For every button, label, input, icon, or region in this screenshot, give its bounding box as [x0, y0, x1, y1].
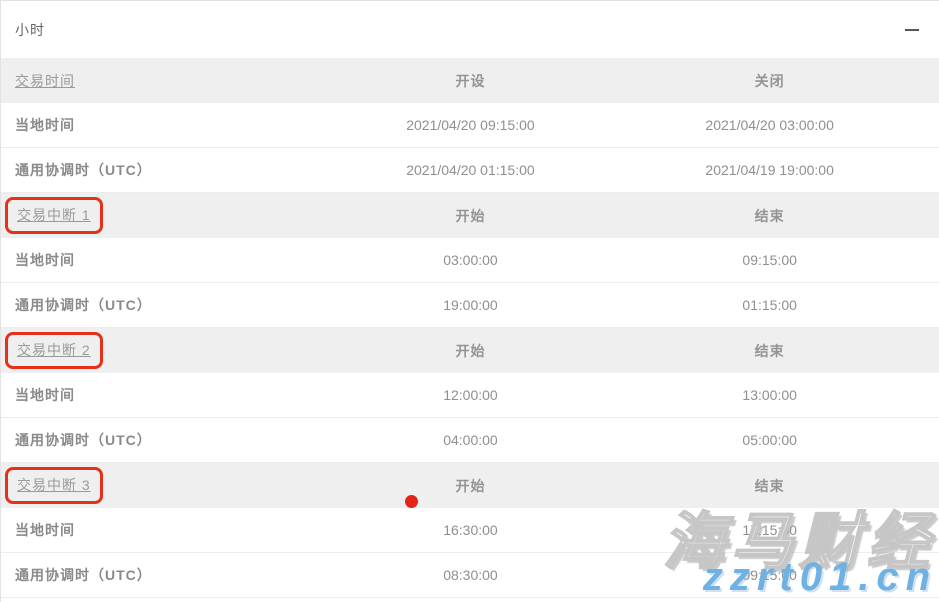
end-time: 01:15:00 [742, 297, 797, 313]
row-label: 当地时间 [15, 252, 75, 268]
open-time: 2021/04/20 09:15:00 [406, 117, 535, 133]
annotation-red-dot [405, 495, 418, 508]
table-row: 当地时间 03:00:00 09:15:00 [1, 238, 939, 283]
column-header-start: 开始 [455, 342, 486, 359]
table-row: 通用协调时（UTC） 04:00:00 05:00:00 [1, 418, 939, 463]
end-time: 17:15:00 [742, 522, 797, 538]
table-row: 当地时间 12:00:00 13:00:00 [1, 373, 939, 418]
annotation-highlight-box: 交易中断 1 [5, 197, 103, 234]
table-row: 当地时间 16:30:00 17:15:00 [1, 508, 939, 553]
row-label: 通用协调时（UTC） [15, 432, 152, 448]
section-header-trading-time: 交易时间 开设 关闭 [1, 58, 939, 103]
start-time: 04:00:00 [443, 432, 498, 448]
annotation-highlight-box: 交易中断 2 [5, 332, 103, 369]
start-time: 08:30:00 [443, 567, 498, 583]
section-header-break-1: 交易中断 1 开始 结束 [1, 193, 939, 238]
open-time: 2021/04/20 01:15:00 [406, 162, 535, 178]
column-header-end: 结束 [754, 477, 785, 494]
minus-icon [905, 28, 919, 31]
row-label: 当地时间 [15, 387, 75, 403]
column-header-start: 开始 [455, 207, 486, 224]
collapse-button[interactable] [901, 19, 923, 41]
break-2-link[interactable]: 交易中断 2 [17, 342, 91, 358]
section-header-break-2: 交易中断 2 开始 结束 [1, 328, 939, 373]
end-time: 05:00:00 [742, 432, 797, 448]
close-time: 2021/04/19 19:00:00 [705, 162, 834, 178]
start-time: 12:00:00 [443, 387, 498, 403]
start-time: 03:00:00 [443, 252, 498, 268]
table-row: 通用协调时（UTC） 2021/04/20 01:15:00 2021/04/1… [1, 148, 939, 193]
end-time: 13:00:00 [742, 387, 797, 403]
break-3-link[interactable]: 交易中断 3 [17, 477, 91, 493]
start-time: 16:30:00 [443, 522, 498, 538]
end-time: 09:15:00 [742, 567, 797, 583]
column-header-open: 开设 [455, 72, 486, 89]
table-row: 通用协调时（UTC） 08:30:00 09:15:00 [1, 553, 939, 598]
column-header-end: 结束 [754, 207, 785, 224]
section-header-break-3: 交易中断 3 开始 结束 [1, 463, 939, 508]
table-row: 当地时间 2021/04/20 09:15:00 2021/04/20 03:0… [1, 103, 939, 148]
break-1-link[interactable]: 交易中断 1 [17, 207, 91, 223]
row-label: 通用协调时（UTC） [15, 162, 152, 178]
close-time: 2021/04/20 03:00:00 [705, 117, 834, 133]
column-header-end: 结束 [754, 342, 785, 359]
row-label: 通用协调时（UTC） [15, 567, 152, 583]
annotation-highlight-box: 交易中断 3 [5, 467, 103, 504]
trading-time-link[interactable]: 交易时间 [15, 72, 75, 89]
table-row: 通用协调时（UTC） 19:00:00 01:15:00 [1, 283, 939, 328]
row-label: 通用协调时（UTC） [15, 297, 152, 313]
row-label: 当地时间 [15, 522, 75, 538]
panel-title: 小时 [15, 21, 45, 38]
column-header-start: 开始 [455, 477, 486, 494]
column-header-close: 关闭 [754, 72, 785, 89]
end-time: 09:15:00 [742, 252, 797, 268]
row-label: 当地时间 [15, 117, 75, 133]
start-time: 19:00:00 [443, 297, 498, 313]
panel-title-bar: 小时 [1, 1, 939, 58]
